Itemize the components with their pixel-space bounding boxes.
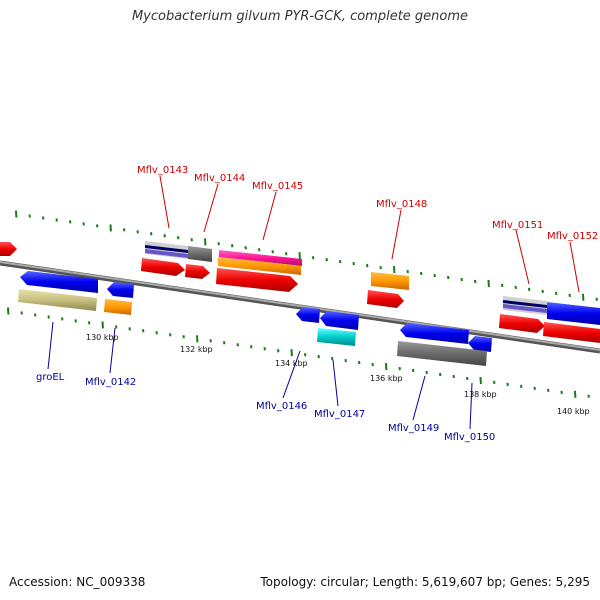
gene-label: Mflv_0148 [376, 199, 427, 210]
callout-line [203, 183, 219, 233]
callout-line [159, 175, 170, 229]
callout-line [391, 209, 402, 260]
feature-block [104, 299, 132, 315]
feature-arrow [320, 311, 359, 330]
feature-arrow [185, 264, 210, 279]
callout-line [109, 327, 116, 374]
tick-track-lower [7, 307, 590, 398]
callouts-lower [47, 321, 473, 430]
genome-title: Mycobacterium gilvum PYR-GCK, complete g… [131, 9, 469, 24]
gene-label: Mflv_0152 [547, 231, 598, 242]
callout-line [469, 382, 473, 430]
gene-label: Mflv_0149 [388, 423, 439, 434]
feature-arrow [547, 302, 600, 325]
feature-block [218, 257, 301, 275]
gene-label: Mflv_0146 [256, 401, 307, 412]
feature-arrow [499, 314, 545, 333]
feature-arrow [107, 282, 134, 298]
feature-block-stripe [503, 300, 547, 308]
gene-label: Mflv_0143 [137, 165, 188, 176]
gene-label: groEL [36, 372, 65, 383]
gene-label: Mflv_0145 [252, 181, 303, 192]
feature-block [371, 272, 409, 290]
feature-arrow [0, 242, 17, 256]
feature-arrow [296, 307, 320, 323]
feature-arrow [400, 323, 469, 344]
genome-summary: Topology: circular; Length: 5,619,607 bp… [260, 575, 590, 589]
feature-block-stripe [145, 249, 188, 258]
axis-label: 130 kbp [86, 333, 119, 342]
reverse-features [18, 271, 492, 366]
gene-label: Mflv_0144 [194, 173, 245, 184]
gene-label: Mflv_0147 [314, 409, 365, 420]
gene-labels-upper: Mflv_0143 Mflv_0144 Mflv_0145 Mflv_0148 … [137, 165, 598, 242]
feature-block [219, 250, 302, 266]
feature-arrow [216, 268, 298, 292]
callout-line [282, 350, 301, 399]
feature-block [397, 341, 487, 366]
tick-track-upper [15, 210, 598, 301]
gene-label: Mflv_0150 [444, 432, 495, 443]
callout-line [47, 321, 54, 370]
feature-block-stripe [503, 304, 547, 313]
feature-block [188, 246, 212, 262]
axis-label: 134 kbp [275, 359, 308, 368]
feature-arrow [543, 322, 600, 343]
callout-line [262, 191, 277, 241]
feature-arrow [468, 336, 492, 352]
feature-block-stripe [145, 245, 188, 253]
feature-arrow [20, 271, 98, 293]
callout-line [412, 375, 426, 421]
feature-block [18, 289, 97, 311]
feature-arrow [367, 290, 404, 308]
callouts-upper [159, 175, 580, 293]
genome-axis-highlight [0, 261, 600, 351]
gene-label: Mflv_0142 [85, 377, 136, 388]
gene-label: Mflv_0151 [492, 220, 543, 231]
gene-labels-lower: groEL Mflv_0142 Mflv_0146 Mflv_0147 Mflv… [36, 372, 495, 443]
axis-label: 132 kbp [180, 345, 213, 354]
feature-arrow [141, 258, 185, 276]
forward-features [0, 241, 600, 343]
axis-position-labels: 130 kbp 132 kbp 134 kbp 136 kbp 138 kbp … [86, 333, 590, 416]
axis-label: 140 kbp [557, 407, 590, 416]
axis-label: 136 kbp [370, 374, 403, 383]
feature-block [317, 328, 356, 346]
axis-label: 138 kbp [464, 390, 497, 399]
callout-line [515, 229, 530, 285]
callout-line [332, 359, 339, 407]
callout-line [569, 241, 580, 293]
accession-label: Accession: NC_009338 [9, 575, 146, 589]
